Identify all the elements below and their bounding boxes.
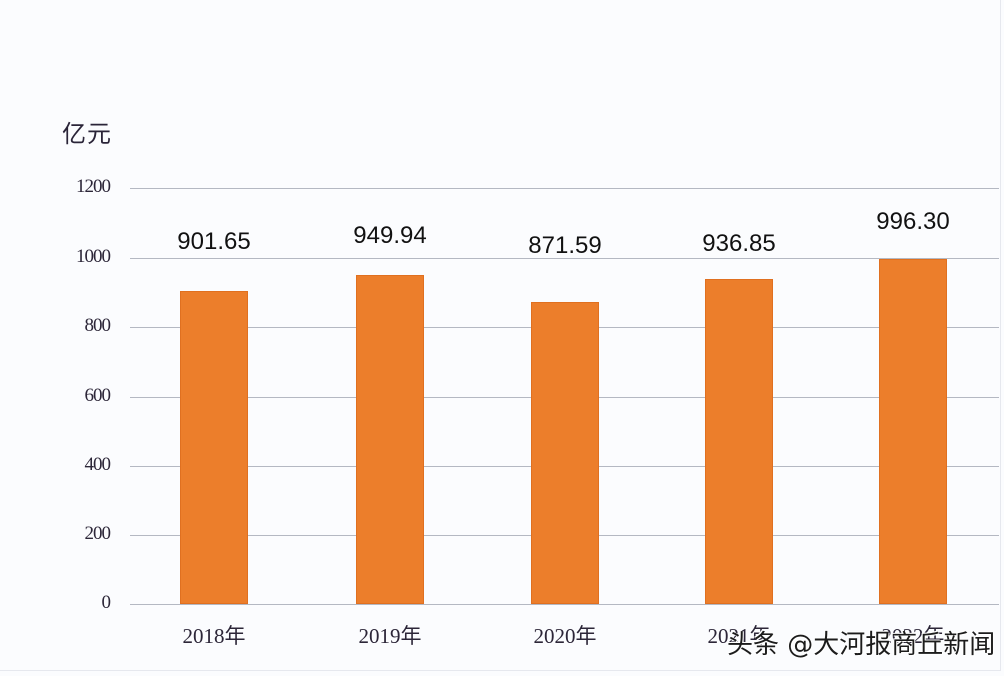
value-label-2020: 871.59 xyxy=(528,232,602,259)
value-label-2018: 901.65 xyxy=(177,228,251,255)
y-tick-400: 400 xyxy=(84,454,112,475)
x-tick-2022: 2022年 xyxy=(881,624,945,648)
y-tick-800: 800 xyxy=(84,315,112,336)
x-tick-2020: 2020年 xyxy=(533,624,597,648)
bar-2019 xyxy=(356,274,424,604)
bar-2020 xyxy=(531,301,599,604)
y-tick-600: 600 xyxy=(84,385,112,406)
value-label-2021: 936.85 xyxy=(702,230,776,257)
x-tick-2018: 2018年 xyxy=(182,624,246,648)
bar-2022 xyxy=(879,258,947,604)
y-tick-200: 200 xyxy=(84,523,112,544)
y-tick-1000: 1000 xyxy=(76,246,111,267)
x-tick-2019: 2019年 xyxy=(358,624,422,648)
x-axis-line xyxy=(130,604,999,605)
bar-2018 xyxy=(180,291,248,604)
value-label-2022: 996.30 xyxy=(876,208,950,235)
gridline-1200 xyxy=(130,188,999,189)
gridline-1000 xyxy=(130,258,999,259)
x-tick-2021: 2021年 xyxy=(707,624,771,648)
value-label-2019: 949.94 xyxy=(353,222,427,249)
watermark-text: 头条 @大河报商丘新闻 xyxy=(727,630,996,660)
y-tick-0: 0 xyxy=(101,592,112,613)
y-axis-unit-label: 亿元 xyxy=(62,120,112,148)
y-tick-1200: 1200 xyxy=(76,176,111,197)
bar-2021 xyxy=(705,279,773,604)
